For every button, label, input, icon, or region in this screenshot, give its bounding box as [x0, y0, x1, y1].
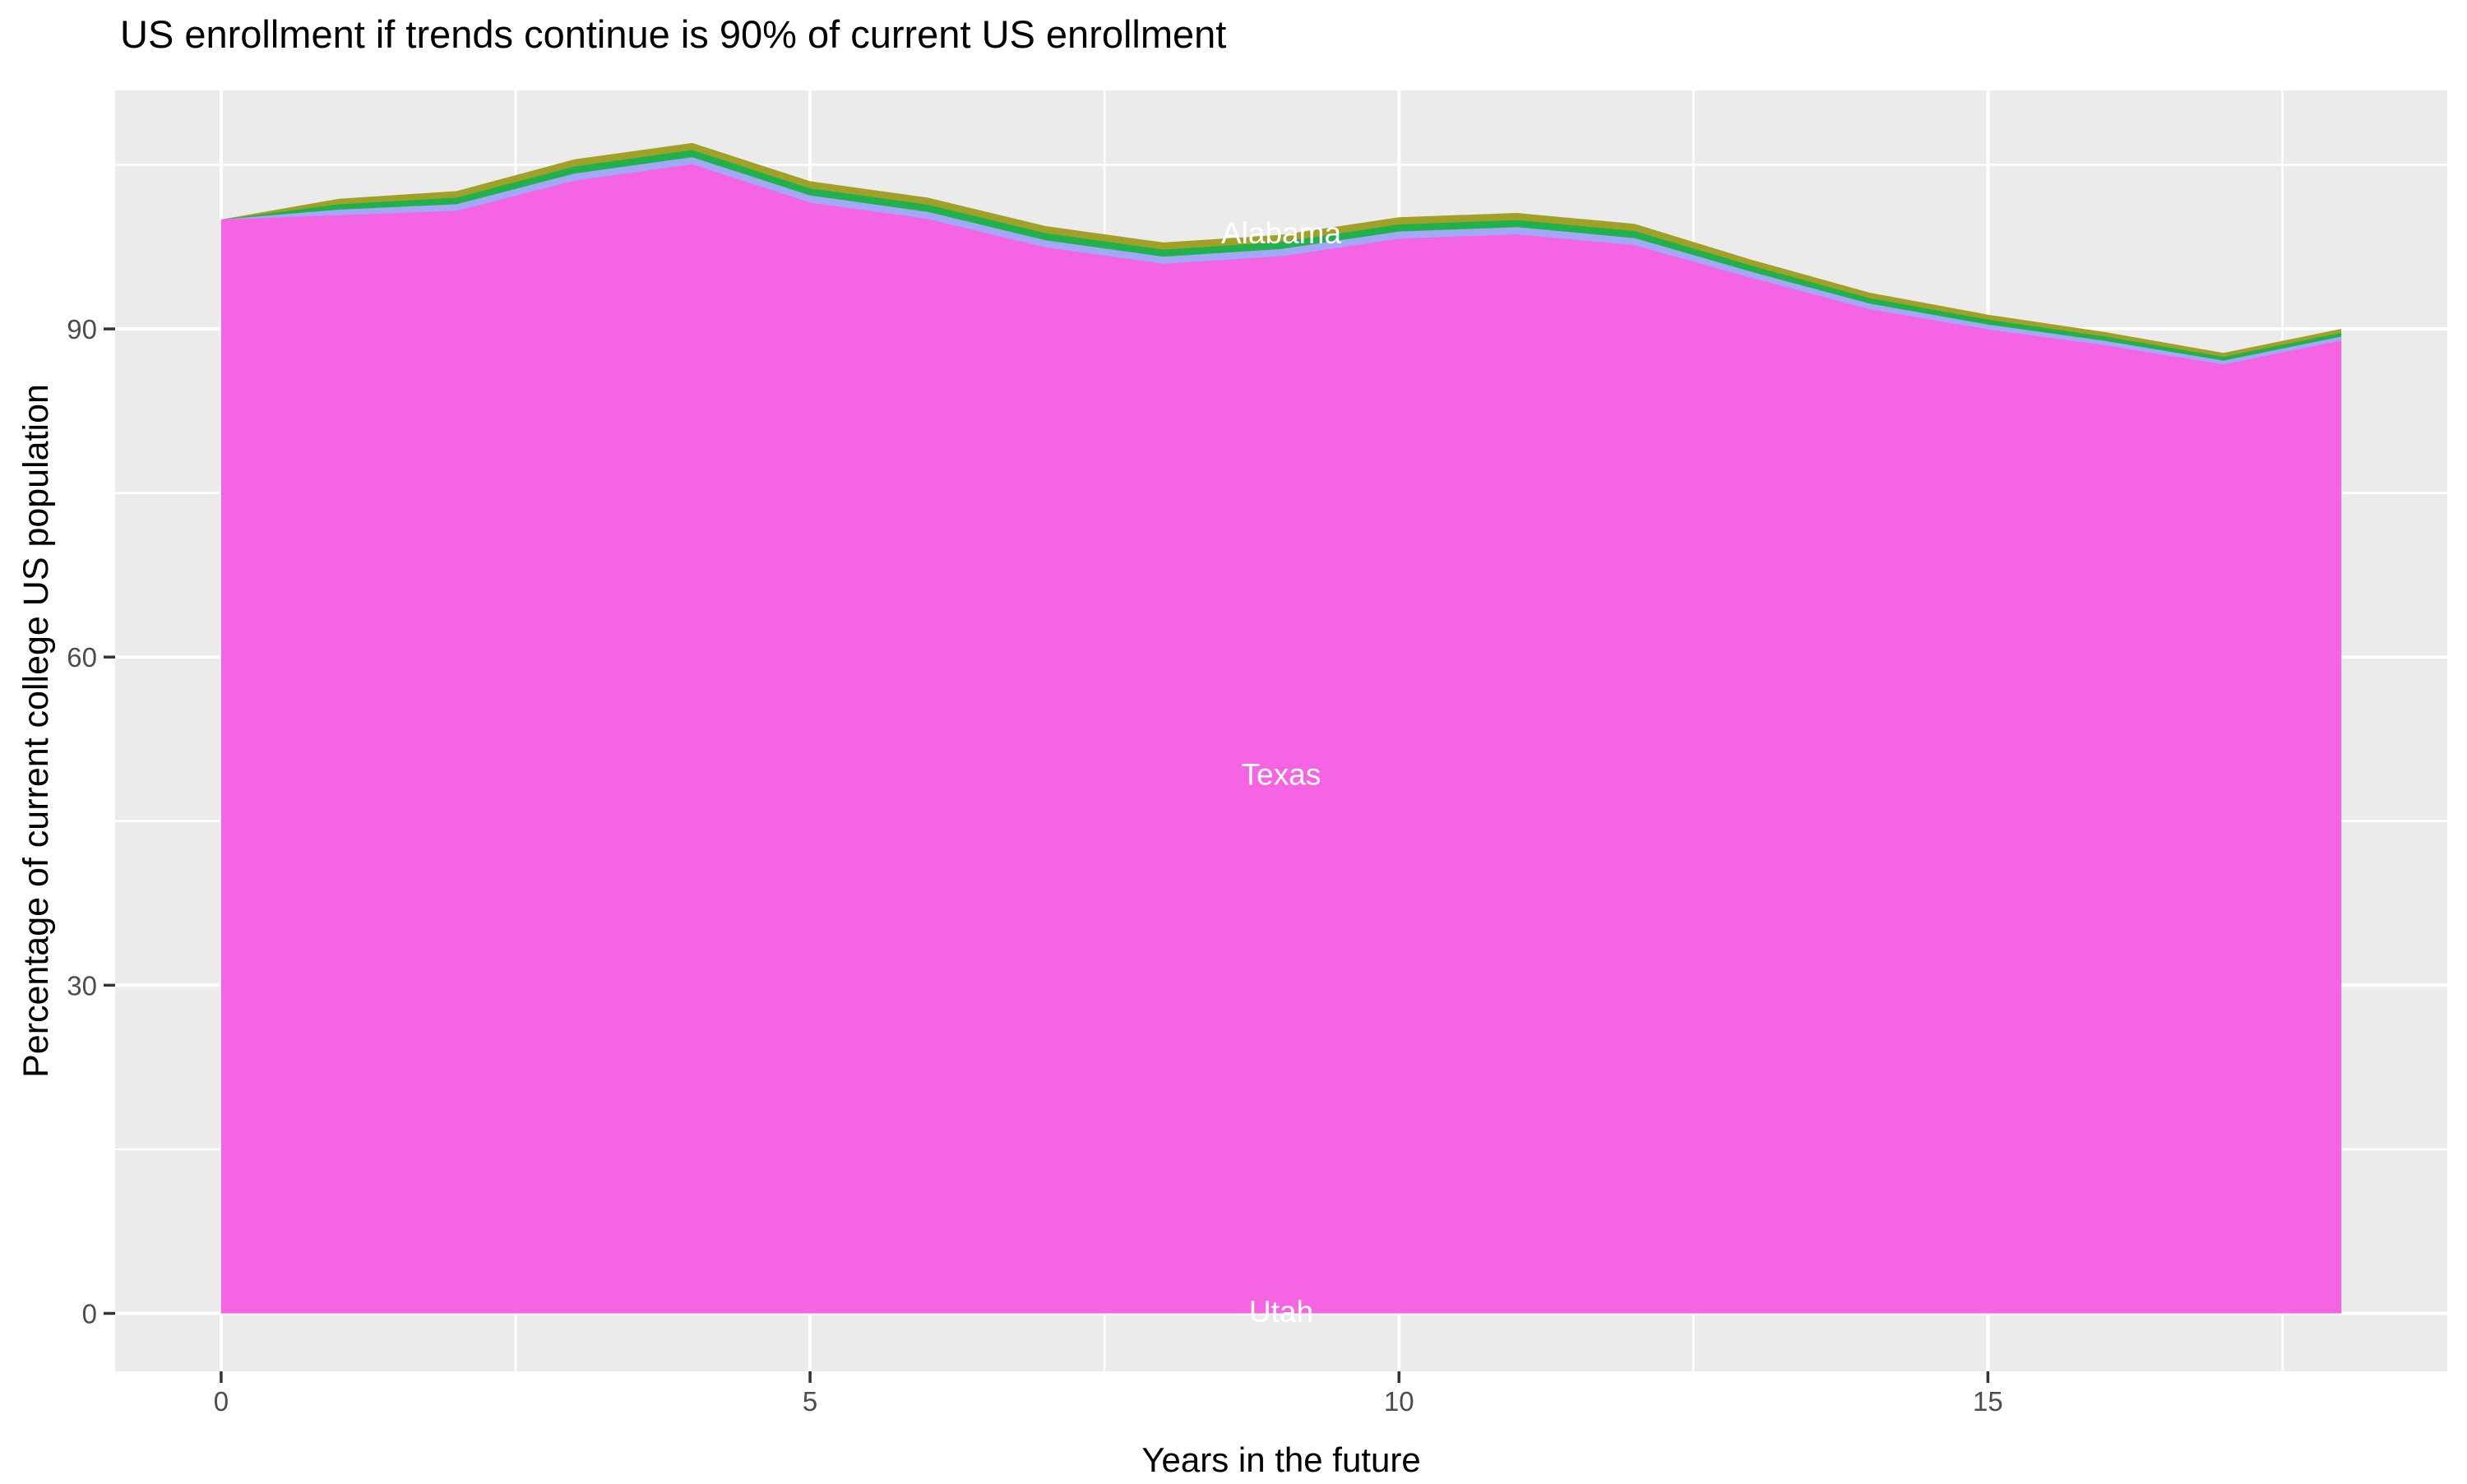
alabama-series-label: Alabama — [1221, 216, 1341, 250]
area-magenta — [220, 164, 2342, 1314]
area-series — [220, 142, 2342, 1314]
series-labels: Alabama Texas Utah — [1221, 216, 1341, 1329]
x-tick-label: 10 — [1384, 1386, 1414, 1417]
x-tick-label: 0 — [214, 1386, 229, 1417]
texas-series-label: Texas — [1242, 758, 1321, 792]
x-axis-title: Years in the future — [1141, 1440, 1420, 1479]
utah-series-label: Utah — [1249, 1295, 1313, 1329]
axis-ticks: 0 5 10 15 0 30 60 90 — [67, 314, 2002, 1417]
x-tick-label: 5 — [803, 1386, 817, 1417]
chart-title: US enrollment if trends continue is 90% … — [120, 12, 1226, 56]
y-tick-label: 60 — [67, 642, 97, 673]
y-tick-label: 90 — [67, 314, 97, 344]
y-tick-label: 0 — [82, 1298, 97, 1329]
x-tick-label: 15 — [1973, 1386, 2003, 1417]
y-axis-title: Percentage of current college US populat… — [16, 384, 56, 1078]
y-tick-label: 30 — [67, 970, 97, 1001]
